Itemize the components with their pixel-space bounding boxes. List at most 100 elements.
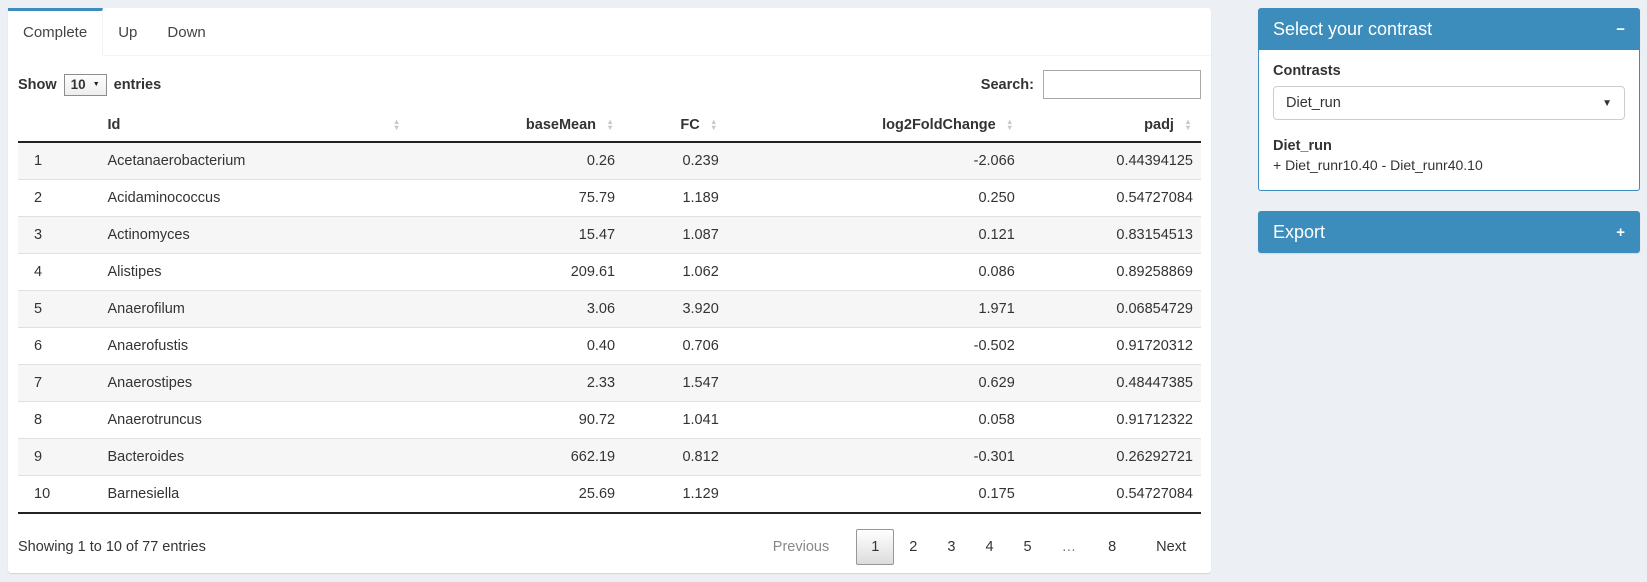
collapse-minus-icon[interactable]: − bbox=[1616, 20, 1625, 38]
cell-fc: 1.062 bbox=[682, 264, 719, 280]
cell-basemean: 209.61 bbox=[570, 264, 616, 280]
cell-basemean: 25.69 bbox=[578, 486, 616, 502]
cell-fc: 3.920 bbox=[682, 301, 719, 317]
export-panel-header: Export + bbox=[1258, 211, 1640, 253]
pagination: Previous 1 2 3 4 5 … 8 Next bbox=[758, 529, 1201, 565]
page-button[interactable]: 2 bbox=[909, 539, 918, 555]
table-info: Showing 1 to 10 of 77 entries bbox=[18, 539, 206, 555]
next-page-button[interactable]: Next bbox=[1156, 539, 1186, 555]
row-index: 10 bbox=[34, 486, 51, 502]
cell-id: Barnesiella bbox=[107, 486, 180, 502]
cell-id: Anaerotruncus bbox=[107, 412, 202, 428]
expand-plus-icon[interactable]: + bbox=[1616, 223, 1625, 241]
cell-log2foldchange: 0.086 bbox=[978, 264, 1015, 280]
previous-page-button[interactable]: Previous bbox=[772, 539, 830, 555]
cell-log2foldchange: 0.250 bbox=[978, 190, 1015, 206]
sort-icon: ▲ ▼ bbox=[606, 117, 614, 133]
cell-id: Anaerofilum bbox=[107, 301, 185, 317]
column-header-basemean[interactable]: baseMean ▲ ▼ bbox=[407, 109, 624, 143]
search-label: Search: bbox=[980, 76, 1034, 93]
tab-content: Show 10 ▼ entries Search: bbox=[8, 56, 1211, 579]
table-row: 5 Anaerofilum 3.06 3.920 1.971 0.06854729 bbox=[18, 290, 1201, 328]
table-row: 8 Anaerotruncus 90.72 1.041 0.058 0.91712322 bbox=[18, 402, 1201, 439]
cell-id: Bacteroides bbox=[107, 449, 185, 465]
contrast-name: Diet_run bbox=[1273, 138, 1332, 154]
tab-complete[interactable]: Complete bbox=[8, 8, 104, 56]
cell-log2foldchange: 0.058 bbox=[978, 412, 1015, 428]
page-button[interactable]: 5 bbox=[1023, 539, 1032, 555]
show-label: Show bbox=[18, 76, 57, 93]
cell-fc: 1.547 bbox=[682, 375, 719, 391]
cell-basemean: 2.33 bbox=[586, 375, 616, 391]
tab-up[interactable]: Up bbox=[118, 24, 138, 41]
cell-padj: 0.44394125 bbox=[1116, 153, 1193, 169]
row-index: 5 bbox=[34, 301, 43, 317]
table-header-row: Id ▲ ▼ baseMean ▲ ▼ FC ▲ ▼ log2FoldChange bbox=[18, 109, 1201, 143]
page-button[interactable]: 1 bbox=[856, 529, 895, 565]
column-header-log2foldchange[interactable]: log2FoldChange ▲ ▼ bbox=[726, 109, 1023, 143]
cell-padj: 0.26292721 bbox=[1116, 449, 1193, 465]
row-index: 6 bbox=[34, 338, 43, 354]
contrast-panel-body: Contrasts Diet_run ▼ Diet_run + Diet_run… bbox=[1258, 50, 1640, 191]
sort-icon: ▲ ▼ bbox=[710, 117, 718, 133]
cell-fc: 1.087 bbox=[682, 227, 719, 243]
cell-log2foldchange: -0.502 bbox=[973, 338, 1015, 354]
cell-padj: 0.54727084 bbox=[1116, 486, 1193, 502]
column-label: FC bbox=[680, 117, 700, 133]
table-row: 1 Acetanaerobacterium 0.26 0.239 -2.066 0.443… bbox=[18, 142, 1201, 180]
cell-padj: 0.83154513 bbox=[1116, 227, 1193, 243]
cell-basemean: 0.26 bbox=[586, 153, 616, 169]
sort-icon: ▲ ▼ bbox=[1006, 117, 1014, 133]
contrast-formula: + Diet_runr10.40 - Diet_runr40.10 bbox=[1273, 157, 1483, 173]
cell-log2foldchange: 0.175 bbox=[978, 486, 1015, 502]
row-index: 2 bbox=[34, 190, 43, 206]
column-header-id[interactable]: Id ▲ ▼ bbox=[95, 109, 408, 143]
cell-log2foldchange: 0.629 bbox=[978, 375, 1015, 391]
table-row: 7 Anaerostipes 2.33 1.547 0.629 0.48447385 bbox=[18, 364, 1201, 402]
table-row: 2 Acidaminococcus 75.79 1.189 0.250 0.5472708… bbox=[18, 180, 1201, 217]
table-row: 4 Alistipes 209.61 1.062 0.086 0.89258869 bbox=[18, 254, 1201, 291]
row-index: 7 bbox=[34, 375, 43, 391]
contrast-panel: Select your contrast − Contrasts Diet_ru… bbox=[1258, 8, 1640, 191]
cell-fc: 1.041 bbox=[682, 412, 719, 428]
cell-basemean: 15.47 bbox=[578, 227, 616, 243]
cell-basemean: 662.19 bbox=[570, 449, 616, 465]
chevron-down-icon: ▼ bbox=[1602, 97, 1612, 109]
search-control: Search: bbox=[981, 70, 1201, 99]
page-button[interactable]: 3 bbox=[947, 539, 956, 555]
table-row: 6 Anaerofustis 0.40 0.706 -0.502 0.91720312 bbox=[18, 328, 1201, 365]
cell-id: Anaerostipes bbox=[107, 375, 193, 391]
cell-padj: 0.54727084 bbox=[1116, 190, 1193, 206]
contrast-select[interactable]: Diet_run ▼ bbox=[1273, 86, 1625, 120]
cell-id: Acetanaerobacterium bbox=[107, 153, 246, 169]
cell-basemean: 3.06 bbox=[586, 301, 616, 317]
row-index: 9 bbox=[34, 449, 43, 465]
page-length-select[interactable]: 10 ▼ bbox=[63, 73, 107, 96]
cell-log2foldchange: 0.121 bbox=[978, 227, 1015, 243]
page-length-control: Show 10 ▼ entries bbox=[18, 73, 162, 96]
tab-down[interactable]: Down bbox=[167, 24, 206, 41]
row-index: 4 bbox=[34, 264, 43, 280]
results-card: Complete Up Down Show 10 ▼ entries Searc… bbox=[8, 8, 1211, 573]
column-header-padj[interactable]: padj ▲ ▼ bbox=[1022, 109, 1201, 143]
cell-padj: 0.91720312 bbox=[1116, 338, 1193, 354]
page-length-value: 10 bbox=[70, 76, 86, 92]
page-button[interactable]: 8 bbox=[1108, 539, 1117, 555]
column-label: baseMean bbox=[525, 117, 597, 133]
column-header-fc[interactable]: FC ▲ ▼ bbox=[623, 109, 727, 143]
entries-label: entries bbox=[113, 76, 162, 93]
table-row: 10 Barnesiella 25.69 1.129 0.175 0.54727084 bbox=[18, 476, 1201, 513]
cell-basemean: 0.40 bbox=[586, 338, 616, 354]
cell-fc: 0.706 bbox=[682, 338, 719, 354]
search-input[interactable] bbox=[1043, 70, 1201, 99]
row-index: 1 bbox=[34, 153, 43, 169]
page-buttons: 1 2 3 4 5 … 8 bbox=[856, 529, 1131, 565]
row-index: 3 bbox=[34, 227, 43, 243]
page-button[interactable]: 4 bbox=[985, 539, 994, 555]
cell-fc: 0.239 bbox=[682, 153, 719, 169]
cell-id: Anaerofustis bbox=[107, 338, 189, 354]
contrast-panel-header: Select your contrast − bbox=[1258, 8, 1640, 50]
column-label: padj bbox=[1144, 117, 1174, 133]
select-arrow-icon: ▼ bbox=[92, 80, 100, 88]
